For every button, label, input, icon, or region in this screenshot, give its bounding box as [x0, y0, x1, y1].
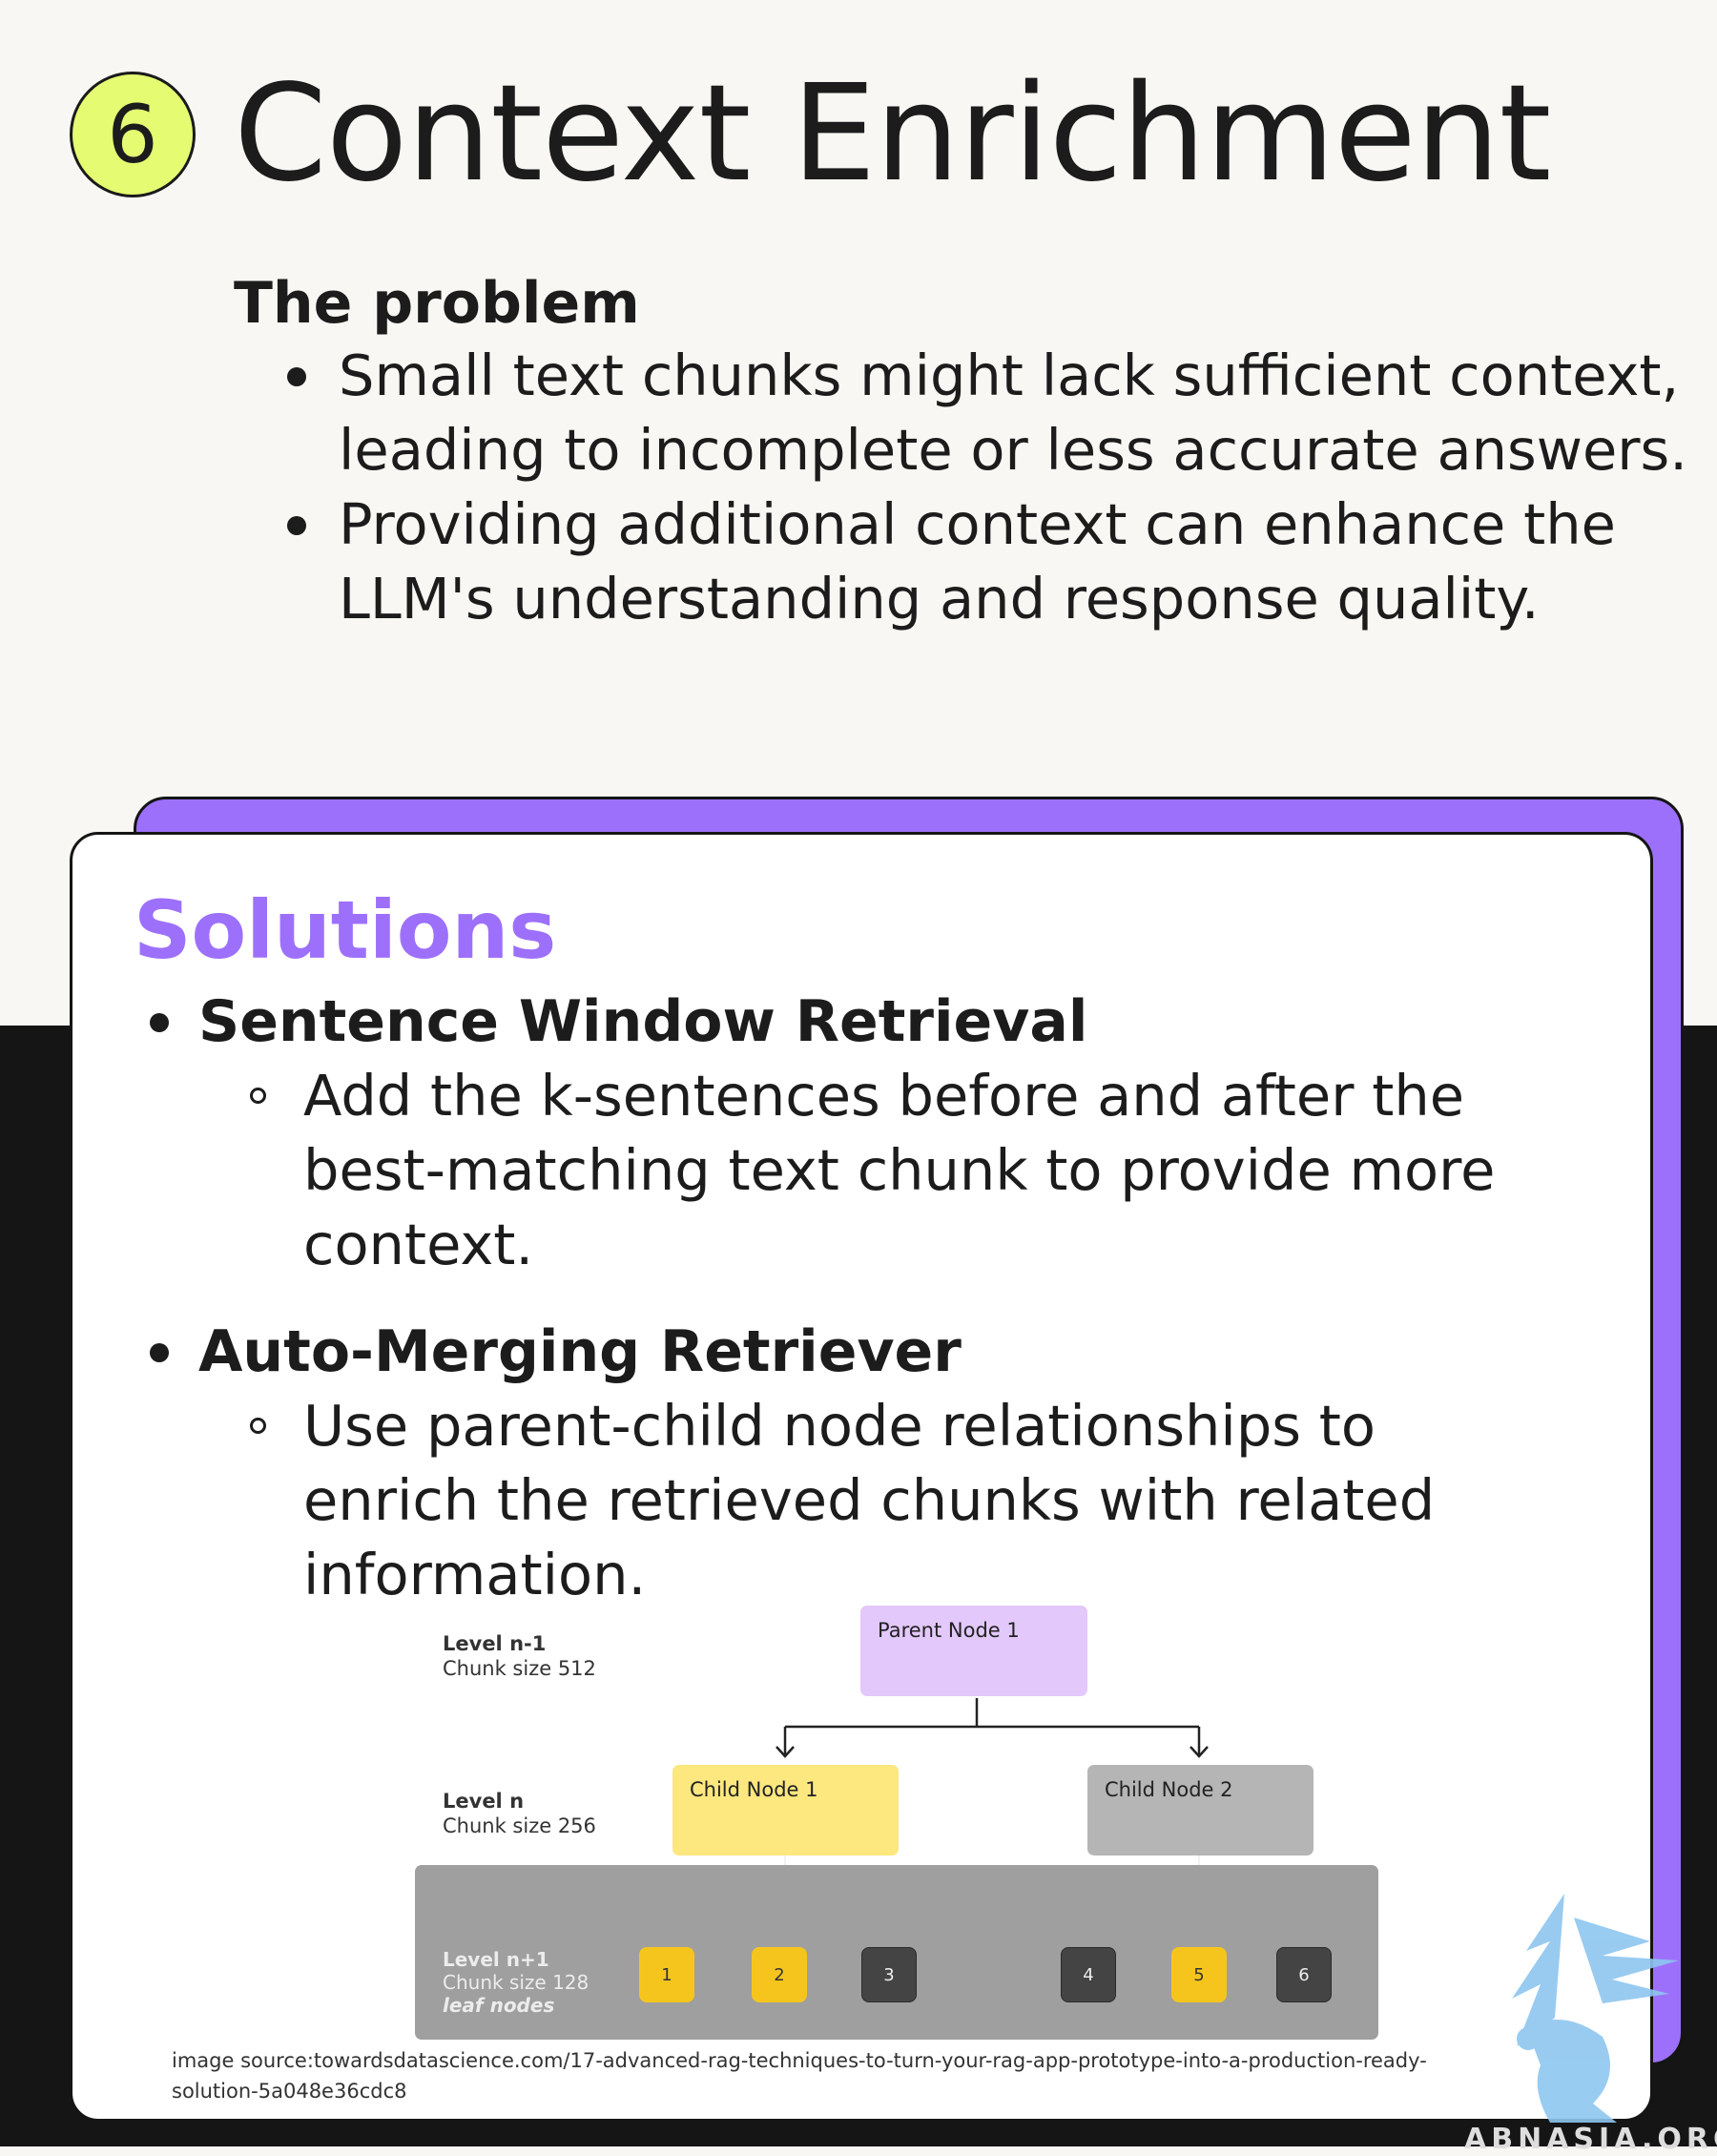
leaf-node: 6	[1276, 1947, 1332, 2002]
solution-name: Sentence Window Retrieval	[134, 985, 1593, 1059]
page-title: Context Enrichment	[234, 56, 1551, 212]
step-number-badge: 6	[70, 72, 196, 197]
level-label: Level n-1 Chunk size 512	[443, 1632, 596, 1680]
level-label: Level n Chunk size 256	[443, 1790, 596, 1837]
hierarchy-diagram: Level n-1 Chunk size 512 Level n Chunk siz…	[410, 1598, 1393, 2046]
watermark-text: ABNASIA.ORG	[1464, 2123, 1717, 2156]
leaf-node: 1	[639, 1947, 694, 2002]
leaf-node: 4	[1061, 1947, 1116, 2002]
leaf-node: 3	[861, 1947, 917, 2002]
child-node: Child Node 1	[672, 1765, 899, 1855]
griffin-logo-icon	[1512, 1894, 1679, 2123]
solution-description: Use parent-child node relationships to e…	[250, 1389, 1562, 1612]
leaf-node: 2	[752, 1947, 807, 2002]
leaf-node: 5	[1171, 1947, 1227, 2002]
problem-list: Small text chunks might lack sufficient …	[234, 339, 1693, 636]
level-label: Level n+1 Chunk size 128 leaf nodes	[443, 1948, 590, 2017]
solution-description: Add the k-sentences before and after the…	[250, 1059, 1562, 1282]
child-node: Child Node 2	[1087, 1765, 1314, 1855]
problem-item: Small text chunks might lack sufficient …	[287, 339, 1693, 487]
image-source-caption: image source:towardsdatascience.com/17-a…	[172, 2049, 1427, 2103]
solution-item: Sentence Window Retrieval Add the k-sent…	[134, 985, 1593, 1282]
problem-item: Providing additional context can enhance…	[287, 487, 1693, 636]
solutions-title: Solutions	[134, 883, 557, 977]
problem-heading: The problem	[234, 270, 640, 337]
solution-name: Auto-Merging Retriever	[134, 1315, 1593, 1389]
parent-node: Parent Node 1	[860, 1606, 1087, 1696]
solution-item: Auto-Merging Retriever Use parent-child …	[134, 1315, 1593, 1612]
